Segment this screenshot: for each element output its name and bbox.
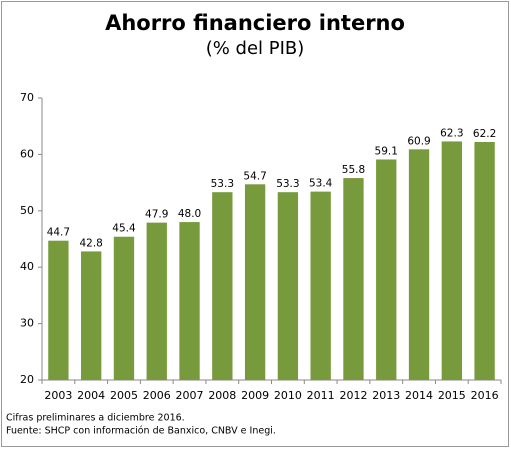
y-tick-label: 50 xyxy=(20,204,34,217)
x-tick-label: 2011 xyxy=(307,389,335,402)
x-tick-label: 2013 xyxy=(372,389,400,402)
x-tick-label: 2006 xyxy=(143,389,171,402)
bar xyxy=(310,191,331,380)
bar xyxy=(277,192,299,380)
data-label: 62.3 xyxy=(440,127,463,139)
data-label: 48.0 xyxy=(178,208,201,220)
bar xyxy=(408,149,430,380)
x-tick-label: 2007 xyxy=(176,389,204,402)
data-label: 53.4 xyxy=(309,178,333,190)
data-label: 62.2 xyxy=(473,128,496,140)
y-tick-label: 40 xyxy=(20,260,34,273)
bar xyxy=(48,240,69,380)
bar xyxy=(343,178,364,380)
data-label: 42.8 xyxy=(79,237,102,249)
data-label: 53.3 xyxy=(276,178,299,190)
bar xyxy=(244,184,266,380)
bar xyxy=(474,141,495,380)
bar xyxy=(81,251,102,380)
chart-subtitle: (% del PIB) xyxy=(206,38,305,59)
bar xyxy=(376,159,397,380)
x-tick-label: 2010 xyxy=(274,389,302,402)
bar xyxy=(179,222,200,380)
y-tick-label: 70 xyxy=(20,91,34,104)
x-tick-label: 2005 xyxy=(110,389,138,402)
x-tick-label: 2016 xyxy=(471,389,499,402)
bar xyxy=(146,222,167,380)
bar xyxy=(212,192,233,380)
x-tick-label: 2015 xyxy=(438,389,466,402)
data-label: 53.3 xyxy=(211,178,234,190)
y-tick-label: 30 xyxy=(20,317,34,330)
data-label: 44.7 xyxy=(47,227,70,239)
y-tick-label: 20 xyxy=(20,373,34,386)
x-tick-label: 2009 xyxy=(241,389,269,402)
footnote: Cifras preliminares a diciembre 2016. xyxy=(6,413,185,424)
x-tick-label: 2012 xyxy=(339,389,367,402)
data-label: 54.7 xyxy=(243,170,266,182)
data-label: 47.9 xyxy=(145,209,168,221)
x-tick-label: 2003 xyxy=(44,389,72,402)
data-label: 60.9 xyxy=(407,135,430,147)
bar xyxy=(113,236,135,380)
chart-title: Ahorro financiero interno xyxy=(105,11,405,35)
bar xyxy=(441,141,462,380)
x-tick-label: 2014 xyxy=(405,389,433,402)
x-tick-label: 2008 xyxy=(208,389,236,402)
x-tick-label: 2004 xyxy=(77,389,105,402)
data-label: 59.1 xyxy=(375,145,398,157)
y-tick-label: 60 xyxy=(20,147,34,160)
data-label: 55.8 xyxy=(342,164,365,176)
footnote: Fuente: SHCP con información de Banxico,… xyxy=(6,426,276,437)
data-label: 45.4 xyxy=(112,223,136,235)
